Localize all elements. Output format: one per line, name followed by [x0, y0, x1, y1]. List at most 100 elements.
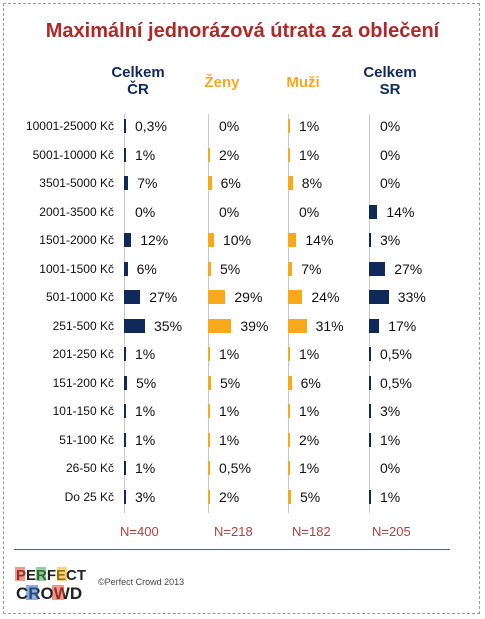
column-header-line1: Celkem [111, 64, 165, 81]
data-label: 0,5% [380, 374, 412, 391]
data-label: 7% [137, 175, 158, 191]
row-label: 26-50 Kč [65, 461, 114, 475]
row-label: Do 25 Kč [64, 489, 114, 504]
row-label: 501-1000 Kč [45, 290, 114, 304]
data-label: 0% [380, 118, 401, 134]
bar [288, 432, 290, 447]
data-label: 0% [380, 146, 401, 163]
bar [369, 375, 371, 390]
bar [208, 375, 211, 390]
row-label: 1501-2000 Kč [39, 233, 114, 247]
data-label: 1% [380, 431, 401, 448]
data-label: 0% [219, 203, 240, 220]
series-axis [208, 114, 209, 513]
data-label: 1% [299, 460, 320, 476]
data-label: 3% [380, 232, 401, 248]
data-label: 31% [315, 317, 344, 334]
bar [288, 318, 307, 333]
data-label: 27% [394, 260, 423, 277]
data-label: 3% [380, 403, 401, 419]
column-header-line1: Celkem [363, 64, 417, 81]
data-label: 33% [397, 289, 426, 305]
bar [369, 204, 378, 219]
sample-size: N=182 [292, 524, 331, 539]
bar [124, 347, 126, 361]
row-label: 10001-25000 Kč [25, 119, 114, 133]
bar [124, 489, 126, 504]
data-label: 35% [154, 317, 183, 334]
data-label: 29% [234, 289, 263, 305]
data-label: 1% [299, 118, 320, 134]
bar [369, 261, 386, 276]
column-header-line1: Muži [286, 74, 320, 91]
data-label: 6% [136, 260, 157, 277]
bar [288, 461, 290, 475]
data-label: 1% [380, 488, 401, 505]
column-header: Celkem ČR [98, 64, 178, 98]
bar [288, 290, 303, 304]
bar [288, 404, 290, 418]
separator-line [14, 549, 450, 550]
bar [369, 347, 371, 361]
sample-size: N=400 [120, 524, 159, 539]
data-label: 17% [388, 317, 417, 334]
logo-line2: CROWD [16, 584, 82, 603]
bar [288, 176, 293, 190]
data-label: 1% [219, 431, 240, 448]
bar [124, 119, 126, 133]
bar [369, 432, 371, 447]
data-label: 6% [300, 374, 321, 391]
data-label: 0% [219, 118, 240, 134]
column-header: Ženy [182, 74, 262, 91]
data-label: 2% [299, 431, 320, 448]
bar [288, 489, 291, 504]
row-label: 251-500 Kč [52, 318, 114, 333]
row-label: 3501-5000 Kč [39, 176, 114, 190]
bar [369, 489, 371, 504]
data-label: 14% [305, 232, 334, 248]
perfect-crowd-logo: PERFECT CROWD [14, 563, 90, 608]
data-label: 39% [240, 317, 269, 334]
data-label: 1% [135, 460, 156, 476]
row-label: 1001-1500 Kč [39, 261, 114, 276]
bar [208, 489, 210, 504]
row-label: 5001-10000 Kč [32, 147, 114, 162]
data-label: 1% [219, 346, 240, 362]
bar [208, 147, 210, 162]
data-label: 0,5% [380, 346, 412, 362]
bar [208, 176, 212, 190]
data-label: 5% [136, 374, 157, 391]
column-header-line2: ČR [127, 81, 149, 98]
data-label: 2% [219, 488, 240, 505]
data-label: 1% [135, 346, 156, 362]
column-header-line2: SR [379, 81, 401, 98]
data-label: 1% [135, 146, 156, 163]
row-label: 2001-3500 Kč [39, 204, 114, 219]
bar [369, 404, 371, 418]
bar [208, 404, 210, 418]
data-label: 1% [135, 431, 156, 448]
chart-title: Maximální jednorázová útrata za oblečení [45, 20, 440, 42]
bar [124, 318, 145, 333]
data-label: 0,5% [219, 460, 251, 476]
bar [288, 147, 290, 162]
bar [124, 290, 141, 304]
data-label: 12% [140, 232, 169, 248]
data-label: 3% [135, 488, 156, 505]
bar [208, 347, 210, 361]
bar [369, 233, 371, 247]
series-axis [288, 114, 289, 513]
data-label: 6% [220, 175, 241, 191]
data-label: 24% [311, 289, 340, 305]
data-label: 0% [380, 175, 401, 191]
copyright: ©Perfect Crowd 2013 [98, 577, 185, 587]
row-label: 101-150 Kč [52, 404, 114, 418]
series-axis [124, 114, 125, 513]
data-label: 8% [301, 175, 323, 191]
bar [288, 119, 290, 133]
bar [288, 233, 297, 247]
bar [124, 432, 126, 447]
data-label: 0,3% [135, 118, 167, 134]
bar [208, 461, 210, 475]
sample-size: N=205 [372, 524, 411, 539]
